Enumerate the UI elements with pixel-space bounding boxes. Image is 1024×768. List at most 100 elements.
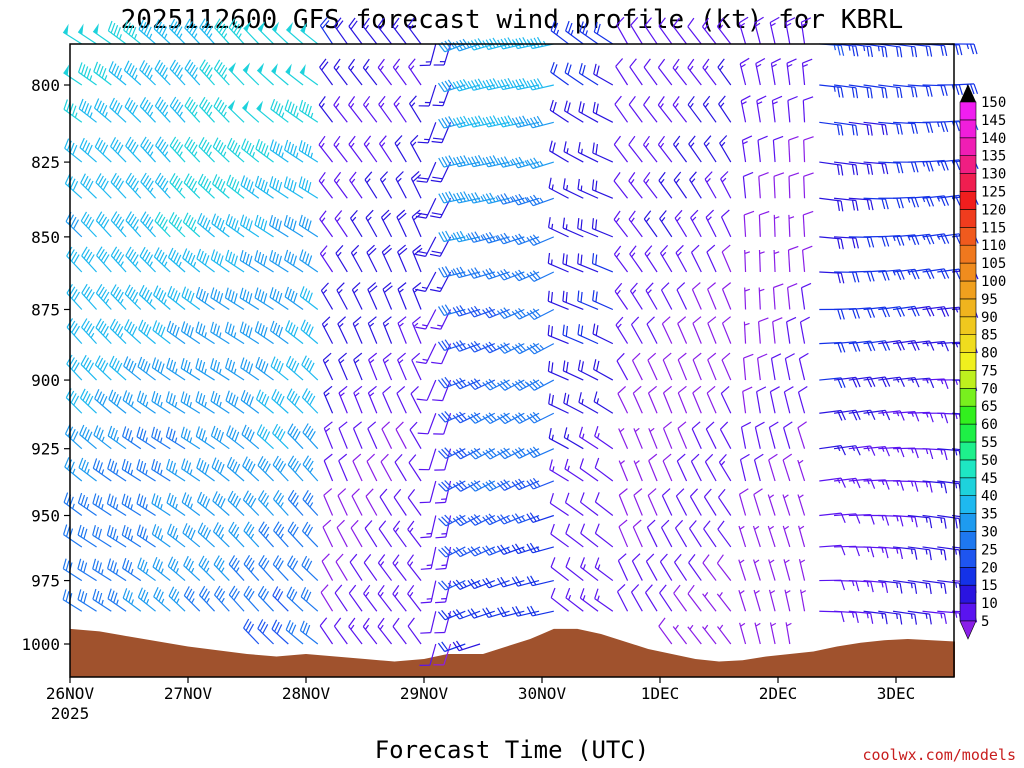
wind-barb [593, 391, 614, 414]
wind-barb [511, 576, 540, 587]
wind-barb [397, 316, 407, 344]
wind-barb [107, 458, 127, 482]
wind-barb [467, 192, 495, 204]
wind-barb [437, 304, 466, 316]
wind-barb [283, 176, 304, 199]
wind-barb [562, 360, 584, 381]
wind-barb [578, 101, 599, 123]
wind-barb [241, 424, 260, 450]
wind-barb [526, 157, 554, 170]
y-tick-label: 975 [31, 572, 60, 591]
wind-barb [703, 488, 717, 516]
wind-barb [863, 197, 889, 210]
wind-barb [377, 617, 393, 645]
wind-barb [550, 523, 569, 548]
wind-barb [658, 17, 673, 45]
wind-barb [752, 525, 761, 548]
wind-barb [848, 161, 874, 175]
wind-barb [256, 424, 274, 450]
colorbar-tick-label: 15 [981, 578, 998, 594]
wind-barb [254, 175, 274, 199]
wind-barb [689, 488, 702, 516]
wind-barb [195, 426, 215, 450]
wind-barb [434, 480, 452, 504]
wind-barb [243, 554, 260, 581]
wind-barb [211, 457, 230, 482]
wind-barb [257, 490, 274, 516]
wind-barb [677, 352, 688, 381]
wind-barb [496, 514, 525, 525]
wind-barb [393, 488, 407, 516]
wind-barb [720, 385, 732, 414]
wind-barb [284, 139, 304, 163]
colorbar-tick-label: 5 [981, 614, 989, 630]
wind-barb [782, 494, 791, 516]
wind-barb [322, 352, 334, 381]
wind-barb [618, 488, 629, 516]
wind-barb [257, 585, 274, 612]
wind-barb [210, 249, 230, 273]
wind-barb [349, 210, 363, 238]
y-tick-label: 800 [31, 76, 60, 95]
wind-barb [108, 61, 127, 86]
wind-barb [511, 606, 540, 617]
wind-barb [152, 556, 171, 582]
wind-barb [433, 43, 452, 66]
wind-barb [511, 543, 540, 555]
wind-barb [151, 459, 171, 482]
wind-barb [437, 641, 466, 653]
wind-barb [165, 391, 186, 414]
wind-barb [547, 290, 569, 311]
wind-barb [272, 586, 289, 612]
wind-barb [511, 513, 540, 524]
wind-barb [437, 376, 466, 389]
wind-barb [720, 171, 732, 199]
wind-barb [740, 95, 751, 123]
wind-barb [657, 96, 673, 123]
wind-barb [211, 213, 230, 238]
wind-barb [720, 209, 732, 238]
wind-barb [210, 321, 230, 345]
wind-barb [467, 267, 495, 279]
wind-barb [407, 489, 422, 516]
wind-barb [721, 352, 732, 381]
wind-barb [819, 84, 844, 98]
wind-barbs [62, 16, 979, 666]
wind-barb [753, 589, 761, 612]
wind-barb [348, 17, 363, 45]
wind-barb [81, 318, 97, 345]
colorbar-tick-label: 25 [981, 542, 998, 558]
wind-barb [109, 355, 127, 381]
wind-barb [922, 480, 948, 494]
wind-barb [672, 58, 688, 86]
wind-barb [239, 321, 260, 345]
wind-barb [214, 18, 230, 45]
wind-barb [592, 142, 614, 163]
wind-barb [922, 84, 948, 96]
wind-barb [658, 617, 673, 645]
colorbar-tick-label: 105 [981, 256, 1006, 272]
wind-barb [922, 448, 948, 461]
colorbar-segment [959, 495, 977, 514]
wind-barb [363, 554, 378, 581]
wind-barb [677, 316, 688, 344]
wind-barb [482, 155, 510, 168]
wind-barb [526, 512, 554, 523]
wind-barb [753, 453, 764, 482]
wind-barb [195, 321, 215, 345]
wind-barb [79, 137, 97, 163]
wind-barb [301, 388, 319, 414]
wind-barb [348, 584, 363, 612]
wind-barb [577, 359, 599, 381]
wind-barb [110, 137, 127, 163]
wind-barb [773, 249, 780, 273]
wind-barb [77, 23, 97, 45]
wind-barb [744, 249, 750, 273]
wind-barb [754, 421, 765, 449]
wind-barb [511, 156, 540, 169]
wind-barb [416, 161, 437, 183]
wind-barb [613, 135, 629, 163]
wind-barb [66, 283, 83, 310]
wind-barb [594, 557, 614, 582]
wind-barb [180, 321, 201, 345]
